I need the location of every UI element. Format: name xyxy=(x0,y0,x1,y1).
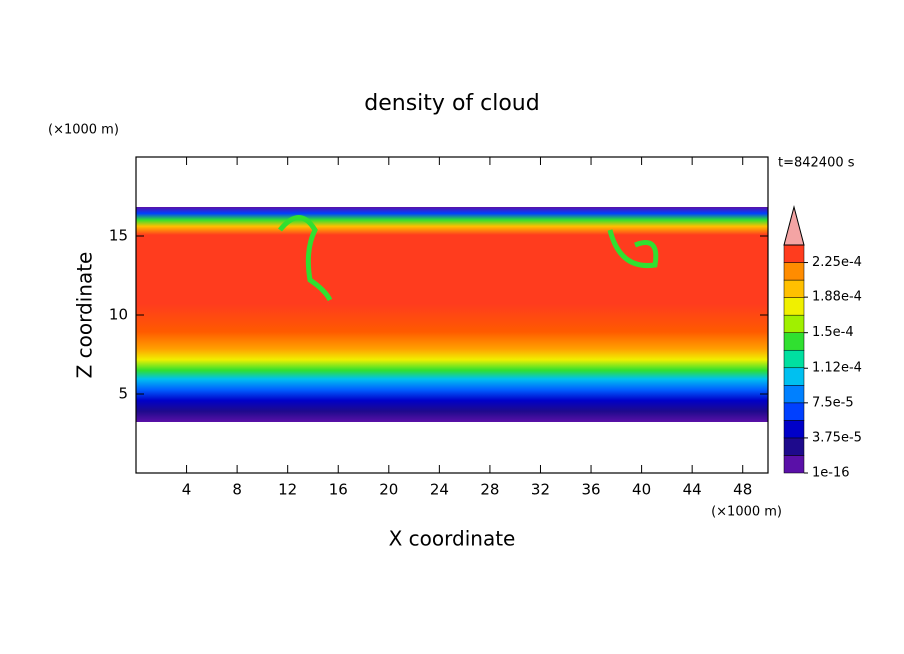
x-tick-label: 4 xyxy=(182,481,192,499)
colorbar-band xyxy=(783,349,805,369)
colorbar-label: 2.25e-4 xyxy=(812,255,862,270)
colorbar-label: 1e-16 xyxy=(812,466,850,481)
x-tick-label: 16 xyxy=(329,481,348,499)
colorbar-band xyxy=(783,420,805,439)
colorbar-band xyxy=(783,279,805,298)
x-unit: (×1000 m) xyxy=(711,505,782,520)
cloud-field xyxy=(136,207,768,422)
colorbar-label: 1.88e-4 xyxy=(812,290,862,305)
x-tick-label: 40 xyxy=(632,481,651,499)
colorbar-band xyxy=(783,332,805,351)
colorbar-band xyxy=(783,437,805,456)
colorbar-band xyxy=(783,244,805,263)
x-tick-label: 32 xyxy=(531,481,550,499)
colorbar-extend xyxy=(783,205,805,246)
x-tick-label: 20 xyxy=(379,481,398,499)
y-unit: (×1000 m) xyxy=(48,123,119,138)
y-tick-label: 5 xyxy=(118,385,128,403)
colorbar-band xyxy=(783,297,805,316)
colorbar-label: 1.5e-4 xyxy=(812,325,854,340)
x-tick-label: 28 xyxy=(480,481,499,499)
colorbar-label: 3.75e-5 xyxy=(812,430,862,445)
colorbar-label: 1.12e-4 xyxy=(812,361,862,376)
x-tick-label: 36 xyxy=(581,481,600,499)
x-axis-label: X coordinate xyxy=(389,527,516,551)
colorbar-label: 7.5e-5 xyxy=(812,395,854,410)
chart-title: density of cloud xyxy=(364,91,539,116)
x-tick-label: 48 xyxy=(733,481,752,499)
colorbar-band xyxy=(783,385,805,404)
colorbar-band xyxy=(783,455,805,474)
x-tick-label: 8 xyxy=(232,481,242,499)
x-tick-label: 12 xyxy=(278,481,297,499)
x-tick-label: 44 xyxy=(683,481,702,499)
y-tick-label: 15 xyxy=(109,227,128,245)
cloud-swirl xyxy=(278,215,333,302)
colorbar-band xyxy=(783,367,805,386)
y-tick-label: 10 xyxy=(109,306,128,324)
colorbar-band xyxy=(783,402,805,421)
colorbar-band xyxy=(783,314,805,333)
colorbar-band xyxy=(783,262,805,281)
time-label: t=842400 s xyxy=(778,156,855,171)
y-axis-label: Z coordinate xyxy=(73,252,97,379)
x-tick-label: 24 xyxy=(430,481,449,499)
cloud-swirl xyxy=(607,229,659,269)
